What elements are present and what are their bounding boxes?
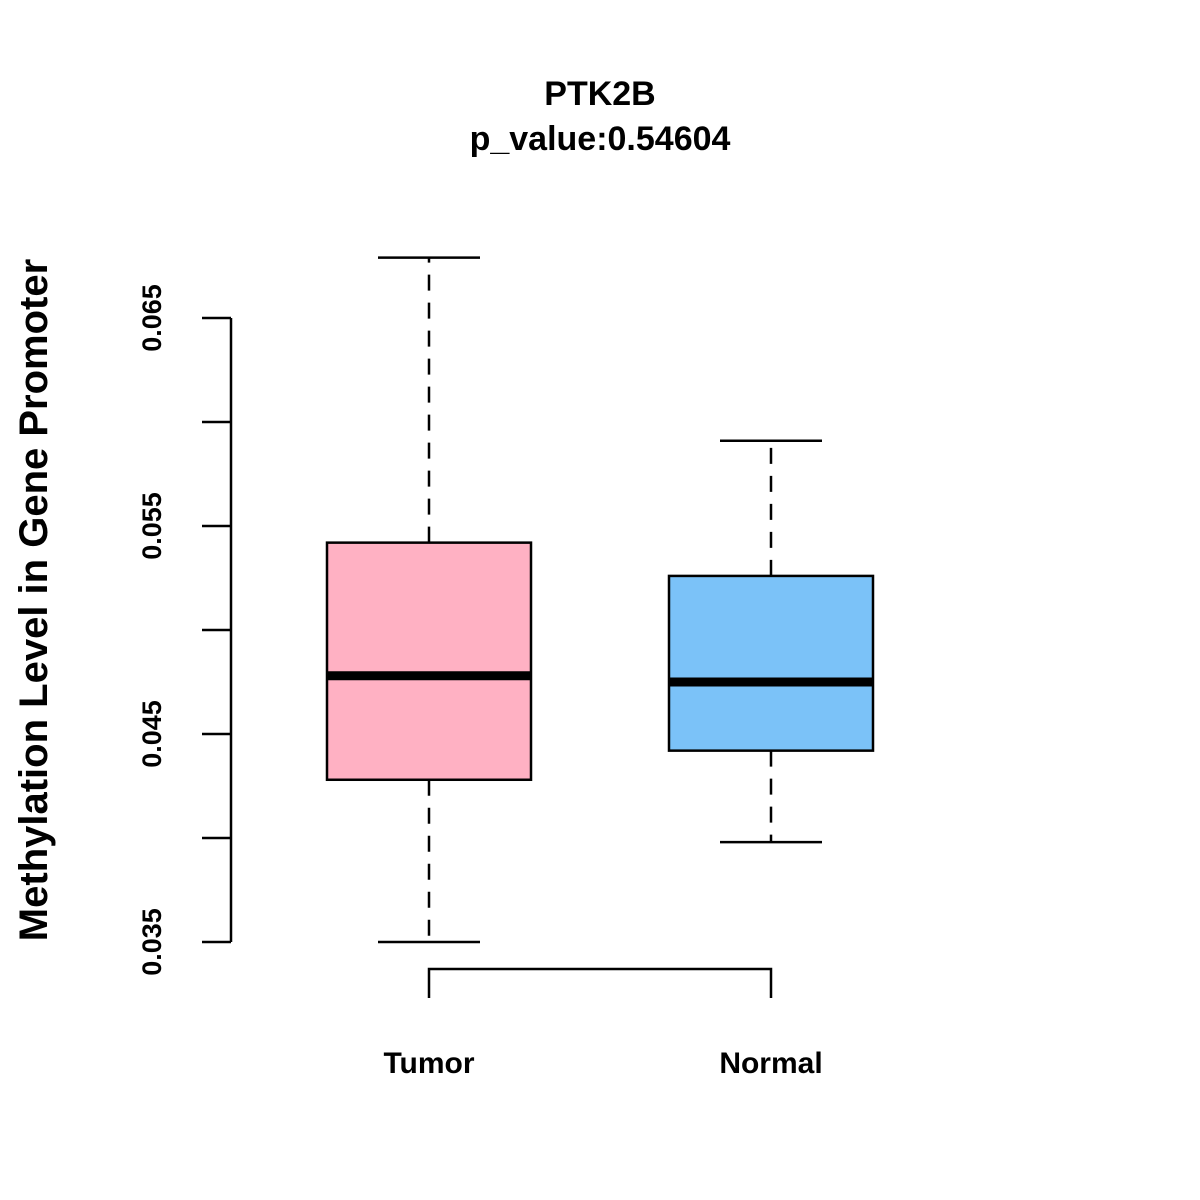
category-labels: Tumor Normal (383, 1047, 822, 1080)
y-axis-title: Methylation Level in Gene Promoter (12, 259, 56, 941)
boxes-group (325, 256, 875, 944)
box-normal (667, 439, 875, 844)
box-tumor (325, 256, 533, 944)
category-label-tumor: Tumor (383, 1047, 474, 1080)
iqr-box (325, 541, 533, 782)
category-label-normal: Normal (719, 1047, 822, 1080)
y-tick-label: 0.065 (137, 284, 167, 352)
chart-subtitle: p_value:0.54604 (470, 120, 731, 158)
y-tick-label: 0.045 (137, 700, 167, 768)
chart-title: PTK2B (544, 75, 655, 113)
y-tick-label: 0.055 (137, 492, 167, 560)
y-tick-label: 0.035 (137, 908, 167, 976)
bracket-line (427, 967, 773, 998)
comparison-bracket (427, 967, 773, 998)
iqr-box (667, 574, 875, 752)
y-axis: 0.035 0.045 0.055 0.065 (137, 284, 233, 976)
